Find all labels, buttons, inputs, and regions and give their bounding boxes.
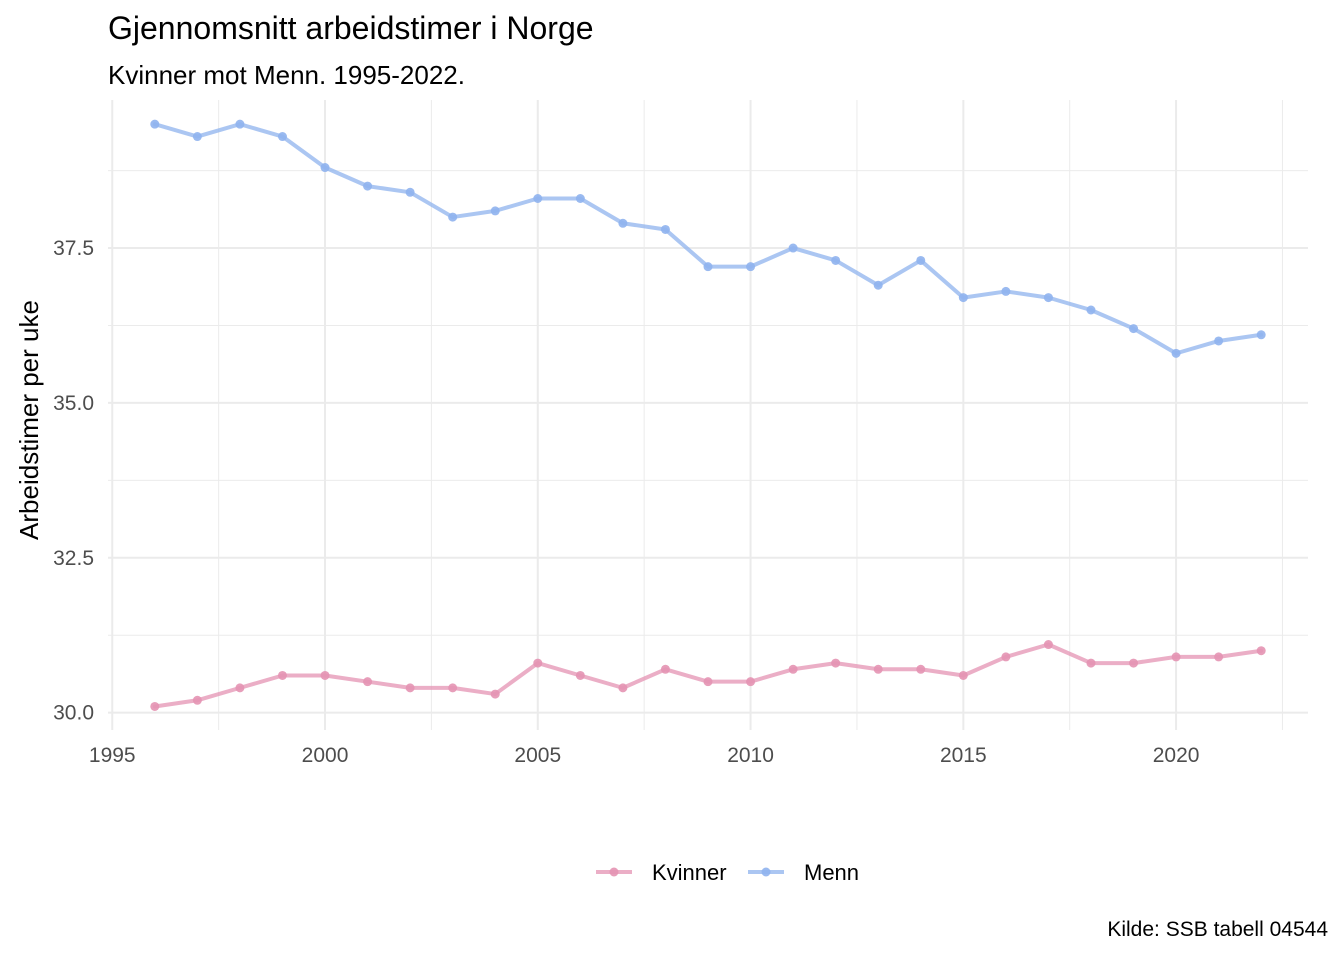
- data-point-kvinner: [1214, 652, 1224, 662]
- legend-item-kvinner: Kvinner: [596, 860, 727, 885]
- data-point-menn: [1043, 293, 1053, 303]
- data-point-menn: [1214, 336, 1224, 346]
- data-point-menn: [660, 224, 670, 234]
- x-tick-label: 2000: [302, 744, 349, 767]
- y-tick-label: 37.5: [53, 237, 94, 260]
- chart-title: Gjennomsnitt arbeidstimer i Norge: [108, 10, 594, 46]
- data-point-menn: [746, 262, 756, 272]
- data-point-menn: [788, 243, 798, 253]
- data-point-kvinner: [405, 683, 415, 693]
- data-point-kvinner: [448, 683, 458, 693]
- data-point-kvinner: [873, 664, 883, 674]
- data-point-kvinner: [1086, 658, 1096, 668]
- data-point-menn: [1171, 348, 1181, 358]
- legend-item-menn: Menn: [748, 860, 859, 885]
- data-point-kvinner: [363, 677, 373, 687]
- data-point-menn: [363, 181, 373, 191]
- data-point-menn: [1086, 305, 1096, 315]
- data-point-menn: [277, 132, 287, 142]
- series-layer: [150, 119, 1266, 711]
- data-point-kvinner: [703, 677, 713, 687]
- data-point-kvinner: [1129, 658, 1139, 668]
- data-point-kvinner: [618, 683, 628, 693]
- grid-layer: [108, 100, 1308, 730]
- x-tick-label: 1995: [89, 744, 136, 767]
- data-point-menn: [703, 262, 713, 272]
- data-point-menn: [533, 193, 543, 203]
- axis-layer: 1995 2000 2005 2010 2015 2020 30.0 32.5 35.0 37.5: [53, 237, 1199, 767]
- y-tick-label: 30.0: [53, 702, 94, 725]
- data-point-kvinner: [575, 670, 585, 680]
- x-tick-label: 2010: [727, 744, 774, 767]
- data-point-kvinner: [660, 664, 670, 674]
- legend-label-menn: Menn: [804, 860, 859, 885]
- data-point-kvinner: [746, 677, 756, 687]
- data-point-menn: [958, 293, 968, 303]
- data-point-kvinner: [277, 670, 287, 680]
- data-point-menn: [150, 119, 160, 129]
- data-point-menn: [1256, 330, 1266, 340]
- data-point-menn: [1001, 286, 1011, 296]
- data-point-kvinner: [958, 670, 968, 680]
- x-tick-label: 2015: [940, 744, 987, 767]
- data-point-kvinner: [490, 689, 500, 699]
- data-point-menn: [235, 119, 245, 129]
- data-point-menn: [1129, 324, 1139, 334]
- data-point-menn: [831, 255, 841, 265]
- series-line-menn: [152, 122, 1264, 356]
- y-tick-label: 35.0: [53, 392, 94, 415]
- data-point-kvinner: [1001, 652, 1011, 662]
- data-point-menn: [916, 255, 926, 265]
- data-point-kvinner: [320, 670, 330, 680]
- data-point-menn: [575, 193, 585, 203]
- y-tick-label: 32.5: [53, 547, 94, 570]
- source-caption: Kilde: SSB tabell 04544: [1107, 918, 1328, 941]
- legend: Kvinner Menn: [596, 860, 859, 885]
- data-point-menn: [490, 206, 500, 216]
- data-point-kvinner: [788, 664, 798, 674]
- data-point-kvinner: [831, 658, 841, 668]
- data-point-kvinner: [916, 664, 926, 674]
- data-point-menn: [448, 212, 458, 222]
- data-point-kvinner: [192, 695, 202, 705]
- data-point-kvinner: [1043, 640, 1053, 650]
- legend-label-kvinner: Kvinner: [652, 860, 727, 885]
- x-tick-label: 2005: [514, 744, 561, 767]
- y-axis-label: Arbeidstimer per uke: [14, 300, 44, 540]
- data-point-kvinner: [533, 658, 543, 668]
- chart-subtitle: Kvinner mot Menn. 1995-2022.: [108, 60, 465, 90]
- data-point-kvinner: [235, 683, 245, 693]
- data-point-kvinner: [1171, 652, 1181, 662]
- data-point-kvinner: [1256, 646, 1266, 656]
- legend-key-point-kvinner: [609, 867, 619, 877]
- data-point-kvinner: [150, 701, 160, 711]
- data-point-menn: [320, 163, 330, 173]
- data-point-menn: [405, 187, 415, 197]
- data-point-menn: [873, 280, 883, 290]
- x-tick-label: 2020: [1153, 744, 1200, 767]
- data-point-menn: [618, 218, 628, 228]
- data-point-menn: [192, 132, 202, 142]
- legend-key-point-menn: [761, 867, 771, 877]
